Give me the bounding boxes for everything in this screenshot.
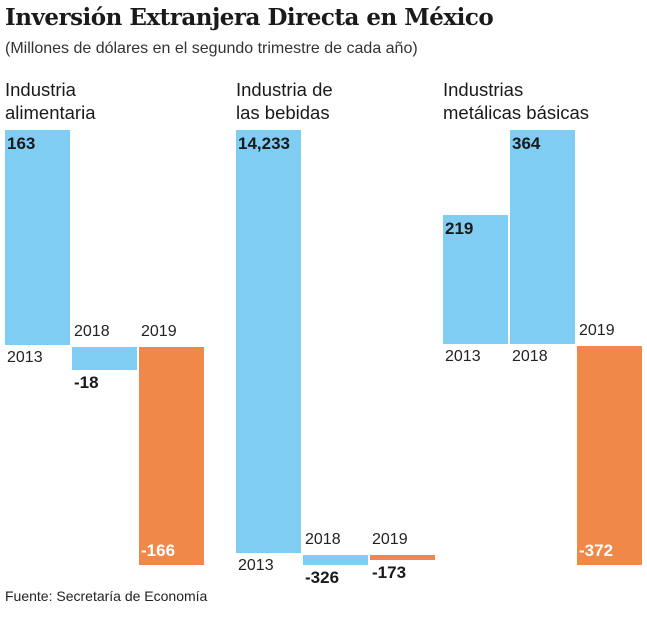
- data-label: -166: [141, 541, 176, 560]
- data-label: 163: [7, 134, 36, 153]
- year-label: 2013: [7, 348, 43, 366]
- year-label: 2013: [238, 557, 274, 575]
- bar-2019: [139, 346, 204, 565]
- data-label: -326: [305, 568, 340, 587]
- year-label: 2018: [305, 531, 341, 549]
- bar-2013: [236, 130, 301, 554]
- panel-title-alimentaria: Industria alimentaria: [5, 79, 96, 123]
- bar-2019: [370, 555, 435, 561]
- chart-subtitle: (Millones de dólares en el segundo trime…: [5, 40, 418, 57]
- data-label: 364: [512, 134, 541, 153]
- data-label: 219: [445, 219, 474, 239]
- data-label: 14,233: [238, 134, 290, 153]
- data-label: -372: [579, 541, 614, 560]
- year-label: 2018: [512, 348, 548, 366]
- data-label: -173: [372, 563, 407, 583]
- bar-2013: [443, 215, 508, 345]
- data-label: -18: [74, 373, 99, 393]
- panel-title-metalicas: Industrias metálicas básicas: [443, 79, 590, 123]
- year-label: 2019: [372, 531, 408, 549]
- panel-title-bebidas: Industria de las bebidas: [236, 79, 333, 123]
- bar-2018: [303, 555, 368, 565]
- chart-title: Inversión Extranjera Directa en México: [5, 4, 494, 31]
- bar-2018: [510, 130, 575, 345]
- bar-2019: [577, 346, 642, 565]
- year-label: 2013: [445, 348, 481, 366]
- year-label: 2019: [141, 322, 177, 340]
- bar-2013: [5, 130, 70, 345]
- year-label: 2019: [579, 322, 615, 340]
- bar-2018: [72, 346, 137, 371]
- year-label: 2018: [74, 322, 110, 340]
- source-note: Fuente: Secretaría de Economía: [5, 588, 208, 604]
